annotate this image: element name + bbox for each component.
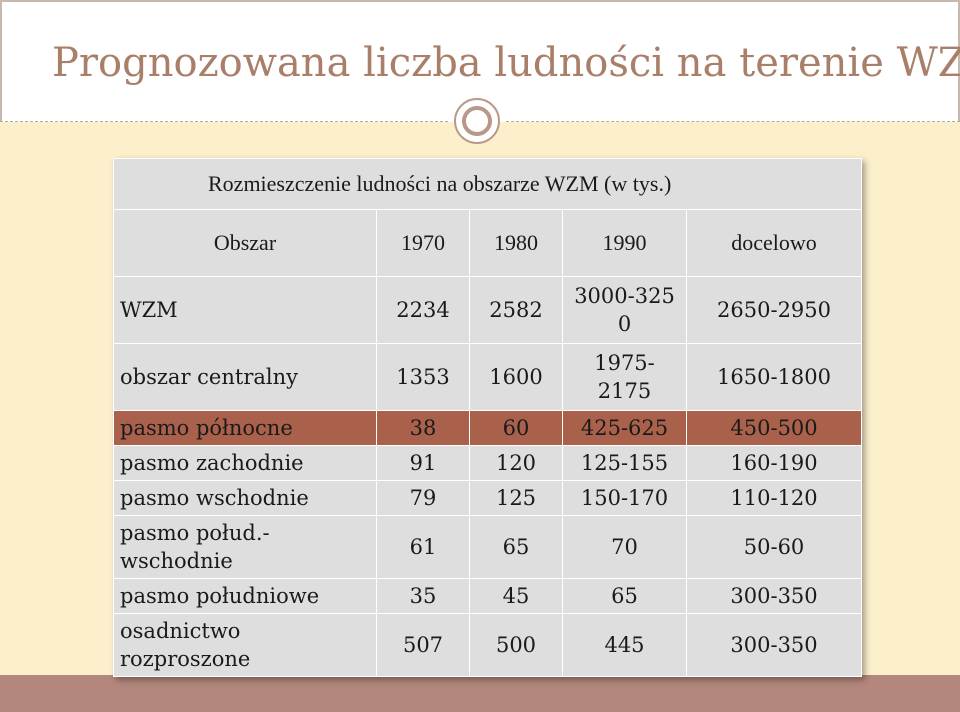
row-label: osadnictwo rozproszone [113, 613, 377, 677]
table-header-row: Obszar 1970 1980 1990 docelowo [113, 209, 863, 277]
row-label: WZM [113, 276, 377, 344]
table-cell: 50-60 [685, 515, 863, 579]
column-header: 1980 [469, 209, 563, 277]
bottom-band [0, 675, 960, 712]
column-header: Obszar [113, 209, 377, 277]
row-label: obszar centralny [113, 343, 377, 411]
table-cell: 60 [469, 410, 563, 446]
population-table: Rozmieszczenie ludności na obszarze WZM … [112, 158, 863, 677]
column-header: docelowo [685, 209, 863, 277]
table-cell: 65 [469, 515, 563, 579]
table-row: pasmo wschodnie 79 125 150-170 110-120 [113, 480, 863, 516]
table-cell: 45 [469, 578, 563, 614]
table-cell: 1975-2175 [562, 343, 687, 411]
table-cell: 2650-2950 [685, 276, 863, 344]
table-caption: Rozmieszczenie ludności na obszarze WZM … [112, 158, 863, 210]
table-cell: 450-500 [685, 410, 863, 446]
table-cell: 150-170 [562, 480, 687, 516]
table-cell: 160-190 [685, 445, 863, 481]
row-label: pasmo wschodnie [113, 480, 377, 516]
table-row: pasmo połud.-wschodnie 61 65 70 50-60 [113, 515, 863, 579]
divider-right [506, 121, 960, 122]
table-cell: 35 [376, 578, 470, 614]
table-cell: 70 [562, 515, 687, 579]
table-cell: 1353 [376, 343, 470, 411]
row-label: pasmo zachodnie [113, 445, 377, 481]
row-label: pasmo północne [113, 410, 377, 446]
table-row: WZM 2234 2582 3000-3250 2650-2950 [113, 276, 863, 344]
table-row: pasmo zachodnie 91 120 125-155 160-190 [113, 445, 863, 481]
table-cell: 2582 [469, 276, 563, 344]
table-cell: 1650-1800 [685, 343, 863, 411]
table-cell: 1600 [469, 343, 563, 411]
column-header: 1970 [376, 209, 470, 277]
table-cell: 38 [376, 410, 470, 446]
table-cell: 2234 [376, 276, 470, 344]
frame-top-border [0, 0, 960, 2]
table-cell: 91 [376, 445, 470, 481]
table-cell: 3000-3250 [562, 276, 687, 344]
table-cell: 61 [376, 515, 470, 579]
table-cell: 300-350 [685, 578, 863, 614]
table-row: obszar centralny 1353 1600 1975-2175 165… [113, 343, 863, 411]
table-cell: 110-120 [685, 480, 863, 516]
table-row: osadnictwo rozproszone 507 500 445 300-3… [113, 613, 863, 677]
table-cell: 79 [376, 480, 470, 516]
table-row-highlighted: pasmo północne 38 60 425-625 450-500 [113, 410, 863, 446]
table-cell: 507 [376, 613, 470, 677]
table-cell: 425-625 [562, 410, 687, 446]
table-cell: 300-350 [685, 613, 863, 677]
row-label: pasmo połud.-wschodnie [113, 515, 377, 579]
table-cell: 125-155 [562, 445, 687, 481]
table-cell: 500 [469, 613, 563, 677]
row-label: pasmo południowe [113, 578, 377, 614]
table-cell: 125 [469, 480, 563, 516]
table-cell: 65 [562, 578, 687, 614]
table-caption-row: Rozmieszczenie ludności na obszarze WZM … [112, 158, 863, 210]
table-cell: 120 [469, 445, 563, 481]
table-row: pasmo południowe 35 45 65 300-350 [113, 578, 863, 614]
divider-left [0, 121, 448, 122]
circle-ornament-icon [454, 98, 500, 144]
column-header: 1990 [562, 209, 687, 277]
page-title: Prognozowana liczba ludności na terenie … [52, 40, 960, 86]
table-cell: 445 [562, 613, 687, 677]
